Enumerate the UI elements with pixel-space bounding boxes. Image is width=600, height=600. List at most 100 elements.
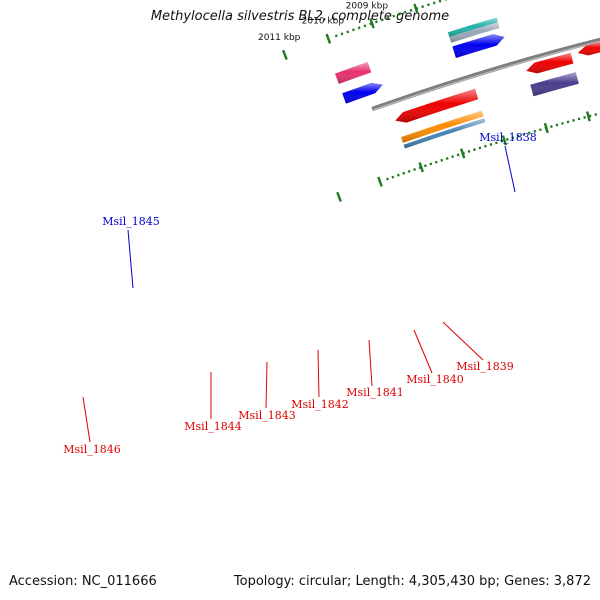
backbone-highlight [372, 40, 600, 111]
outer-minor-tick [392, 14, 396, 18]
inner-major-tick [460, 148, 466, 159]
inner-major-tick [418, 162, 424, 173]
label-connector [442, 321, 484, 361]
inner-minor-tick [594, 113, 598, 116]
outer-minor-tick [375, 20, 378, 24]
outer-major-tick [369, 18, 375, 29]
inner-minor-tick [402, 171, 406, 175]
map-title: Methylocella silvestris BL2, complete ge… [150, 9, 450, 24]
outer-major-tick [281, 49, 288, 60]
inner-minor-tick [418, 166, 422, 170]
inner-minor-tick [413, 168, 416, 171]
inner-minor-tick [572, 118, 575, 122]
inner-minor-tick [423, 164, 427, 168]
backbone-line [371, 37, 600, 112]
reverse-gene-label[interactable]: Msil_1842 [291, 398, 348, 411]
inner-minor-tick [434, 160, 438, 164]
reverse-gene-feature[interactable] [403, 118, 486, 149]
inner-minor-tick [516, 134, 520, 138]
label-connector [265, 361, 268, 409]
forward-gene-feature[interactable] [452, 34, 505, 58]
reverse-gene-label[interactable]: Msil_1844 [184, 420, 241, 433]
label-connector [413, 329, 433, 374]
inner-minor-tick [505, 137, 509, 141]
inner-minor-tick [473, 148, 476, 152]
outer-minor-tick [369, 22, 373, 26]
forward-gene-feature[interactable] [447, 17, 498, 37]
reverse-gene-label[interactable]: Msil_1846 [63, 443, 120, 456]
reverse-gene-label[interactable]: Msil_1843 [238, 409, 295, 422]
inner-major-tick [377, 176, 383, 187]
forward-gene-label[interactable]: Msil_1838 [479, 131, 536, 144]
inner-minor-tick [588, 114, 592, 118]
inner-minor-tick [533, 129, 537, 133]
inner-minor-tick [561, 122, 564, 125]
inner-minor-tick [456, 153, 460, 157]
inner-minor-tick [467, 149, 471, 153]
reverse-gene-feature[interactable] [401, 110, 484, 143]
inner-minor-tick [386, 177, 389, 181]
outer-minor-tick [357, 26, 361, 30]
label-connector [82, 396, 91, 443]
inner-major-tick [543, 122, 549, 134]
inner-minor-tick [527, 131, 531, 135]
gene-features [335, 17, 600, 149]
inner-major-tick [501, 135, 507, 146]
tick-label: 2010 kbp [302, 17, 345, 27]
accession-text: Accession: NC_011666 [9, 574, 157, 589]
inner-minor-tick [429, 162, 433, 166]
reverse-gene-feature[interactable] [577, 42, 600, 56]
inner-major-tick [336, 191, 342, 203]
forward-gene-feature[interactable] [342, 82, 383, 104]
outer-minor-tick [409, 8, 413, 12]
inner-minor-tick [440, 158, 444, 162]
inner-minor-tick [478, 146, 482, 150]
outer-minor-tick [352, 28, 355, 32]
gene-labels: Msil_1838Msil_1845Msil_1839Msil_1840Msil… [63, 131, 536, 456]
inner-minor-tick [550, 125, 553, 129]
inner-minor-tick [489, 143, 493, 146]
outer-minor-tick [432, 1, 436, 5]
inner-minor-tick [500, 139, 504, 143]
outer-major-tick [325, 33, 332, 44]
inner-minor-tick [407, 169, 411, 173]
forward-gene-feature[interactable] [335, 61, 372, 84]
inner-minor-tick [494, 141, 498, 145]
outer-minor-tick [346, 30, 350, 34]
tick-label: 2009 kbp [346, 1, 389, 11]
reverse-gene-feature[interactable] [530, 72, 579, 97]
outer-minor-tick [403, 10, 407, 14]
reverse-gene-label[interactable]: Msil_1839 [456, 360, 513, 373]
reverse-gene-label[interactable]: Msil_1840 [406, 373, 463, 386]
inner-minor-tick [555, 123, 559, 127]
label-connector [368, 339, 373, 387]
outer-minor-tick [438, 0, 442, 3]
label-connector [127, 229, 134, 289]
inner-minor-tick [484, 144, 487, 148]
inner-minor-tick [522, 133, 526, 136]
reverse-gene-feature[interactable] [526, 52, 574, 74]
forward-gene-label[interactable]: Msil_1845 [102, 215, 159, 228]
outer-minor-tick [334, 34, 338, 38]
inner-minor-tick [511, 136, 515, 140]
outer-minor-tick [421, 5, 425, 9]
inner-minor-tick [577, 117, 581, 121]
inner-major-tick [585, 111, 591, 122]
reverse-gene-label[interactable]: Msil_1841 [346, 386, 403, 399]
outer-minor-tick [427, 3, 430, 7]
scale-ticks: 2003 kbp2004 kbp2005 kbp2006 kbp2007 kbp… [258, 0, 600, 203]
inner-minor-tick [391, 175, 395, 179]
inner-minor-tick [583, 115, 586, 119]
reverse-gene-feature[interactable] [395, 88, 479, 123]
inner-minor-tick [451, 155, 455, 159]
inner-minor-tick [396, 173, 400, 177]
genome-summary-text: Topology: circular; Length: 4,305,430 bp… [233, 574, 591, 589]
outer-minor-tick [398, 12, 401, 16]
backbone [371, 37, 600, 112]
label-connector [504, 145, 516, 193]
outer-minor-tick [386, 16, 390, 20]
inner-minor-tick [445, 157, 449, 160]
outer-major-tick [413, 3, 419, 14]
forward-gene-feature[interactable] [449, 22, 500, 43]
